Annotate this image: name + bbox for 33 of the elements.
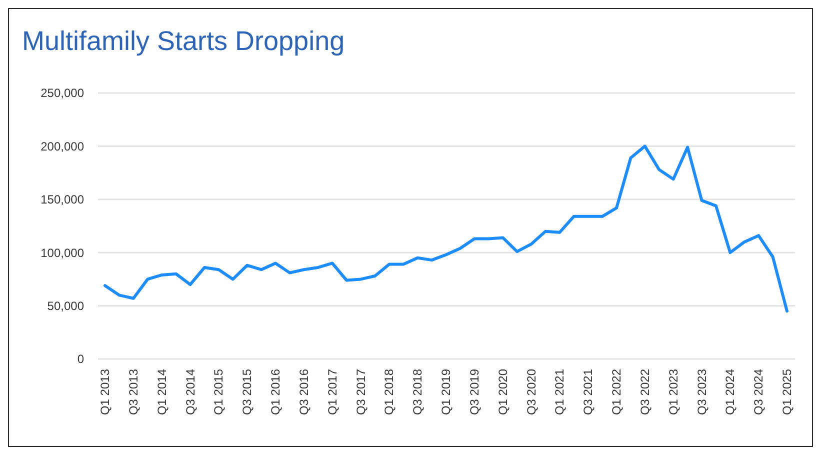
- x-tick-label: Q3 2017: [354, 368, 368, 416]
- x-tick-label: Q1 2024: [723, 368, 738, 416]
- x-tick-label: Q1 2015: [212, 368, 226, 416]
- x-tick-label: Q1 2025: [780, 368, 794, 416]
- x-tick-label: Q1 2016: [268, 368, 282, 416]
- x-tick-label: Q1 2021: [552, 368, 567, 416]
- x-tick-label: Q1 2022: [610, 368, 624, 416]
- x-tick-label: Q3 2013: [126, 368, 140, 416]
- y-tick-label: 0: [77, 352, 84, 366]
- y-tick-label: 200,000: [40, 139, 84, 154]
- x-tick-label: Q3 2015: [240, 368, 254, 416]
- x-tick-label: Q3 2021: [581, 368, 596, 416]
- x-tick-label: Q3 2018: [410, 368, 425, 416]
- y-tick-label: 50,000: [47, 299, 84, 313]
- x-tick-label: Q3 2019: [467, 368, 482, 416]
- y-tick-label: 150,000: [40, 192, 84, 207]
- chart-title: Multifamily Starts Dropping: [22, 26, 345, 56]
- x-tick-label: Q3 2024: [752, 368, 766, 416]
- y-tick-label: 250,000: [40, 86, 84, 100]
- x-tick-label: Q3 2016: [296, 368, 311, 416]
- x-tick-label: Q1 2013: [98, 368, 112, 416]
- line-series: [104, 144, 788, 313]
- x-tick-label: Q3 2014: [183, 368, 198, 416]
- x-tick-label: Q1 2018: [382, 368, 396, 416]
- x-tick-label: Q3 2023: [694, 368, 709, 416]
- x-tick-label: Q3 2020: [524, 368, 538, 416]
- x-tick-label: Q1 2014: [154, 368, 169, 416]
- x-tick-label: Q3 2022: [638, 368, 652, 416]
- x-tick-label: Q1 2019: [439, 368, 453, 416]
- x-tick-label: Q1 2023: [666, 368, 680, 416]
- x-tick-label: Q1 2017: [325, 368, 340, 416]
- x-tick-label: Q1 2020: [496, 368, 510, 416]
- y-tick-label: 100,000: [40, 246, 84, 260]
